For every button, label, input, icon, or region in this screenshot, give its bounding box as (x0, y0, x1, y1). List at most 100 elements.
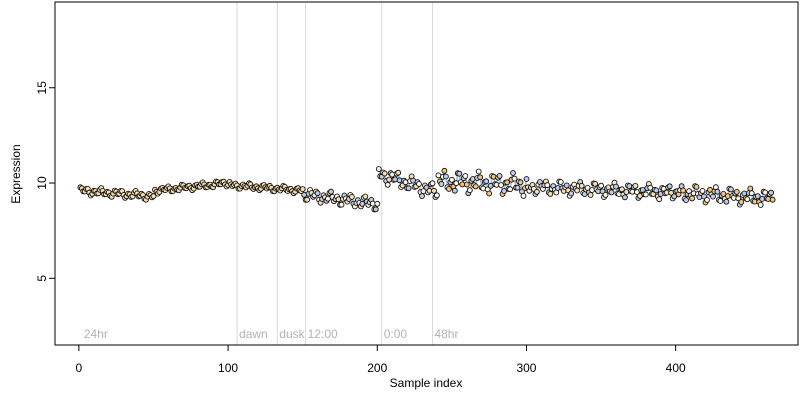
data-point (738, 199, 745, 205)
data-point (375, 166, 382, 172)
phase-label: dusk (279, 327, 305, 341)
data-point (613, 183, 619, 190)
data-point (304, 196, 311, 203)
data-point (507, 186, 514, 193)
data-point (534, 188, 540, 195)
data-point (438, 181, 445, 187)
data-point (451, 187, 458, 194)
data-point (689, 195, 695, 202)
phase-label: dawn (239, 327, 268, 341)
data-point (419, 193, 425, 200)
data-point (381, 170, 388, 177)
x-axis-title: Sample index (390, 376, 463, 390)
data-point (544, 182, 551, 189)
data-point (433, 192, 440, 199)
plot-frame (54, 1, 799, 346)
data-point (501, 188, 508, 194)
data-point (693, 183, 700, 190)
y-tick-label: 5 (35, 275, 49, 282)
data-point (338, 201, 345, 208)
phase-label: 24hr (84, 327, 108, 341)
data-point (602, 191, 609, 198)
data-point (395, 169, 402, 176)
data-point (744, 196, 751, 203)
data-point (523, 176, 530, 182)
data-points (77, 166, 776, 213)
data-point (598, 182, 604, 189)
data-point (563, 182, 570, 189)
data-point (510, 170, 516, 176)
data-point (632, 182, 639, 189)
data-point (504, 179, 511, 186)
x-tick-label: 400 (666, 361, 686, 375)
data-point (574, 187, 581, 194)
data-point (733, 188, 740, 195)
data-point (680, 187, 686, 194)
data-point (416, 181, 422, 187)
data-point (666, 183, 673, 190)
data-point (699, 187, 706, 194)
data-point (747, 185, 754, 192)
data-point (462, 173, 469, 179)
data-point (511, 175, 518, 182)
phase-label: 48hr (434, 327, 458, 341)
data-point (384, 181, 391, 188)
data-point (405, 185, 412, 192)
data-point (622, 194, 628, 201)
data-point (547, 190, 554, 197)
data-point (717, 198, 724, 204)
x-tick-label: 300 (516, 361, 536, 375)
data-point (431, 187, 437, 194)
data-point (728, 186, 734, 193)
data-point (710, 193, 716, 200)
data-point (442, 173, 449, 180)
y-tick-label: 10 (35, 176, 49, 190)
data-point (656, 196, 663, 203)
data-point (608, 189, 615, 196)
data-point (472, 183, 479, 190)
data-point (150, 193, 157, 200)
data-point (592, 180, 598, 187)
data-point (517, 179, 524, 186)
data-point (642, 191, 649, 198)
data-point (362, 193, 369, 200)
data-point (466, 187, 473, 194)
data-point (314, 190, 321, 197)
data-point (477, 174, 484, 181)
data-point (757, 201, 764, 208)
data-point (568, 190, 575, 197)
data-point (557, 179, 564, 185)
data-point (486, 190, 493, 197)
data-point (496, 172, 503, 179)
data-point (653, 187, 660, 194)
data-point (735, 195, 742, 202)
data-point (483, 178, 490, 185)
data-point (769, 196, 776, 203)
data-point (723, 198, 730, 205)
data-point (683, 197, 689, 204)
data-point (619, 186, 625, 193)
data-point (714, 188, 721, 195)
data-point (520, 192, 527, 199)
x-tick-label: 200 (367, 361, 387, 375)
data-point (299, 186, 306, 193)
data-point (372, 206, 379, 213)
data-point (328, 188, 334, 195)
x-tick-label: 100 (218, 361, 238, 375)
data-point (463, 181, 470, 188)
data-point (429, 180, 436, 187)
phase-label: 0:00 (384, 327, 408, 341)
data-point (374, 200, 381, 207)
data-point (587, 192, 594, 198)
y-axis: 5 10 15 (35, 81, 56, 282)
x-tick-label: 0 (76, 361, 83, 375)
data-point (475, 168, 482, 175)
data-point (441, 167, 448, 174)
data-point (445, 186, 452, 192)
data-point (448, 176, 455, 183)
data-point (348, 193, 355, 200)
phase-lines (236, 2, 433, 345)
data-point (768, 189, 774, 196)
phase-label: 12:00 (308, 327, 338, 341)
data-point (578, 182, 585, 189)
